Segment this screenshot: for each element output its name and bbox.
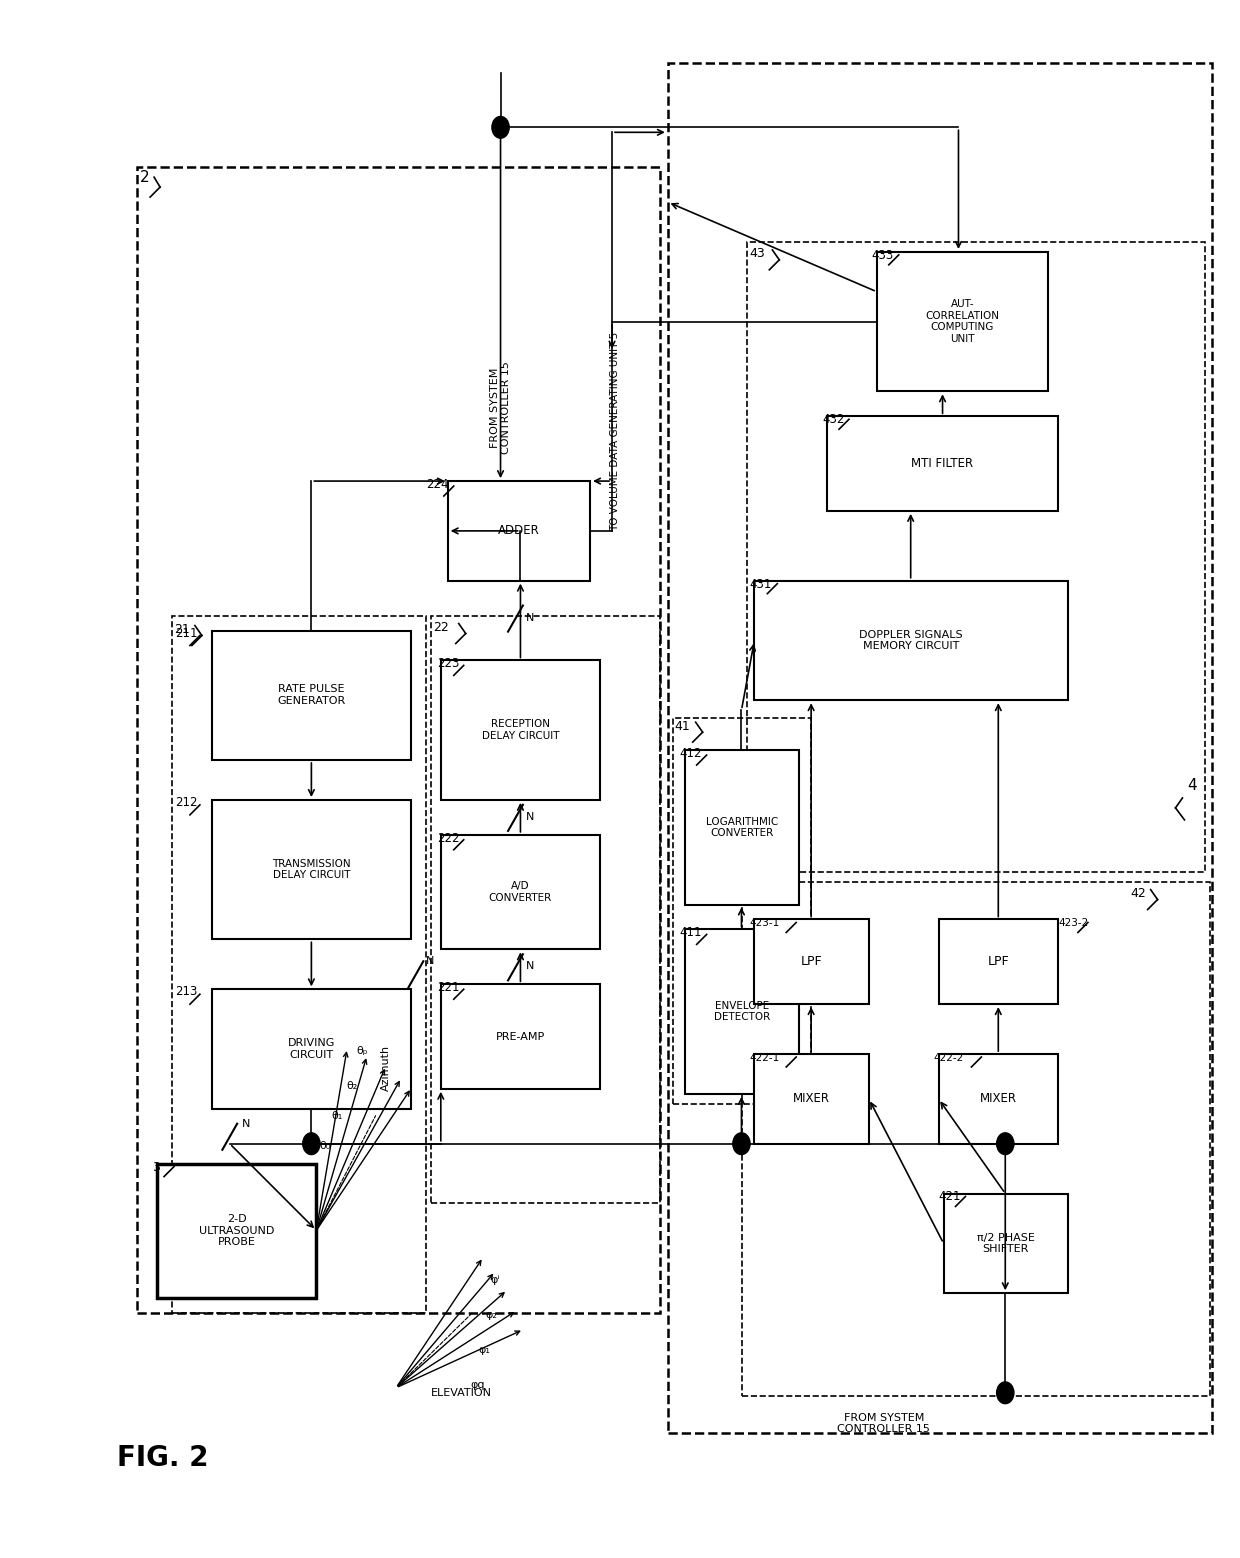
Text: LOGARITHMIC
CONVERTER: LOGARITHMIC CONVERTER (706, 816, 777, 838)
Bar (440, 835, 600, 949)
Bar (430, 615, 660, 1203)
Text: θ₀: θ₀ (320, 1140, 331, 1151)
Text: FROM SYSTEM
CONTROLLER 15: FROM SYSTEM CONTROLLER 15 (837, 1413, 930, 1435)
Bar (684, 749, 800, 905)
Text: A/D
CONVERTER: A/D CONVERTER (489, 882, 552, 904)
Text: LPF: LPF (987, 955, 1009, 969)
Bar (684, 930, 800, 1094)
Text: TRANSMISSION
DELAY CIRCUIT: TRANSMISSION DELAY CIRCUIT (272, 858, 351, 880)
Text: 21: 21 (174, 623, 190, 636)
Bar (748, 241, 1205, 871)
Text: 422-2: 422-2 (934, 1053, 963, 1063)
Circle shape (492, 117, 510, 139)
Text: TO VOLUME DATA GENERATING UNIT 5: TO VOLUME DATA GENERATING UNIT 5 (610, 332, 620, 531)
Text: DRIVING
CIRCUIT: DRIVING CIRCUIT (288, 1038, 335, 1059)
Text: φ₁: φ₁ (479, 1345, 491, 1355)
Text: N: N (526, 612, 533, 623)
Bar (743, 882, 1210, 1396)
Text: ADDER: ADDER (498, 525, 539, 538)
Text: FROM SYSTEM
CONTROLLER 15: FROM SYSTEM CONTROLLER 15 (490, 361, 511, 455)
Text: 423-2: 423-2 (1058, 919, 1089, 929)
Text: 421: 421 (939, 1190, 961, 1203)
Text: 4: 4 (1188, 777, 1197, 793)
Text: 22: 22 (433, 620, 449, 634)
Text: 2-D
ULTRASOUND
PROBE: 2-D ULTRASOUND PROBE (200, 1214, 274, 1248)
Circle shape (997, 1133, 1014, 1154)
Text: φq: φq (471, 1380, 485, 1390)
Text: 431: 431 (749, 578, 771, 590)
Text: RATE PULSE
GENERATOR: RATE PULSE GENERATOR (278, 684, 346, 706)
Bar (448, 481, 590, 581)
Bar (944, 1193, 1068, 1293)
Text: 211: 211 (175, 626, 197, 639)
Text: 43: 43 (749, 246, 765, 260)
Text: DOPPLER SIGNALS
MEMORY CIRCUIT: DOPPLER SIGNALS MEMORY CIRCUIT (859, 629, 963, 651)
Bar (877, 252, 1048, 391)
Circle shape (303, 1133, 320, 1154)
Text: PRE-AMP: PRE-AMP (496, 1031, 546, 1042)
Bar (172, 615, 425, 1313)
Bar (157, 1164, 316, 1298)
Bar (440, 661, 600, 799)
Text: π/2 PHASE
SHIFTER: π/2 PHASE SHIFTER (977, 1232, 1034, 1254)
Text: 432: 432 (822, 413, 844, 427)
Text: N: N (526, 961, 533, 971)
Text: φⁱ: φⁱ (491, 1274, 500, 1285)
Bar (138, 167, 660, 1313)
Bar (212, 799, 410, 939)
Text: 222: 222 (436, 832, 459, 844)
Text: θ₁: θ₁ (331, 1111, 342, 1120)
Text: 422-1: 422-1 (749, 1053, 780, 1063)
Text: ENVELOPE
DETECTOR: ENVELOPE DETECTOR (714, 1000, 770, 1022)
Text: RECEPTION
DELAY CIRCUIT: RECEPTION DELAY CIRCUIT (481, 720, 559, 742)
Text: AUT-
CORRELATION
COMPUTING
UNIT: AUT- CORRELATION COMPUTING UNIT (925, 299, 999, 344)
Text: Azimuth: Azimuth (381, 1045, 391, 1091)
Text: 41: 41 (675, 720, 691, 734)
Text: MIXER: MIXER (794, 1092, 830, 1105)
Bar (440, 985, 600, 1089)
Text: 423-1: 423-1 (749, 919, 780, 929)
Text: 412: 412 (680, 748, 702, 760)
Bar (673, 718, 811, 1103)
Text: θ₂: θ₂ (346, 1081, 357, 1091)
Bar (754, 1055, 869, 1144)
Bar (212, 631, 410, 760)
Text: φ₂: φ₂ (486, 1310, 497, 1320)
Text: 213: 213 (175, 985, 197, 999)
Text: 2: 2 (140, 170, 150, 185)
Text: MIXER: MIXER (980, 1092, 1017, 1105)
Bar (668, 62, 1213, 1433)
Text: MTI FILTER: MTI FILTER (911, 456, 973, 471)
Text: θₚ: θₚ (356, 1045, 368, 1056)
Bar (939, 919, 1058, 1005)
Text: 224: 224 (425, 478, 449, 491)
Text: 212: 212 (175, 796, 197, 809)
Text: N: N (242, 1119, 250, 1128)
Text: 223: 223 (436, 657, 459, 670)
Text: 221: 221 (436, 982, 459, 994)
Text: ELEVATION: ELEVATION (430, 1388, 492, 1398)
Bar (827, 416, 1058, 511)
Text: 3: 3 (153, 1161, 160, 1173)
Bar (212, 989, 410, 1109)
Circle shape (997, 1382, 1014, 1404)
Text: 411: 411 (680, 927, 702, 939)
Text: LPF: LPF (801, 955, 822, 969)
Bar (754, 919, 869, 1005)
Text: N: N (526, 812, 533, 823)
Text: 433: 433 (872, 249, 894, 262)
Bar (754, 581, 1068, 700)
Text: N: N (425, 957, 434, 966)
Bar (939, 1055, 1058, 1144)
Text: 42: 42 (1131, 887, 1147, 899)
Circle shape (733, 1133, 750, 1154)
Text: FIG. 2: FIG. 2 (118, 1444, 208, 1472)
